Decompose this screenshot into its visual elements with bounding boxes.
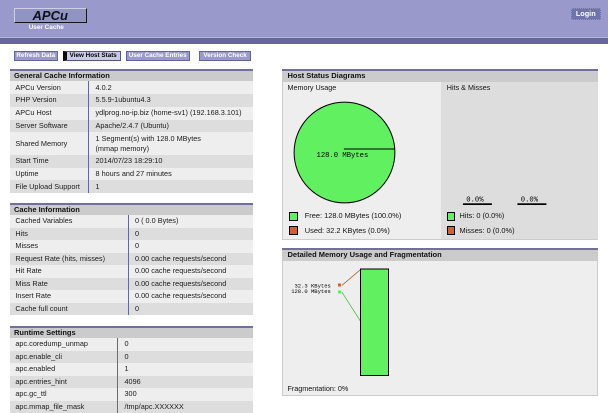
svg-text:0.0%: 0.0% [466,197,484,205]
svg-text:128.0 MBytes: 128.0 MBytes [291,288,331,295]
svg-text:0.0%: 0.0% [520,197,538,205]
svg-text:32.3 KBytes: 32.3 KBytes [294,283,330,290]
svg-text:128.0 MBytes: 128.0 MBytes [316,152,368,160]
